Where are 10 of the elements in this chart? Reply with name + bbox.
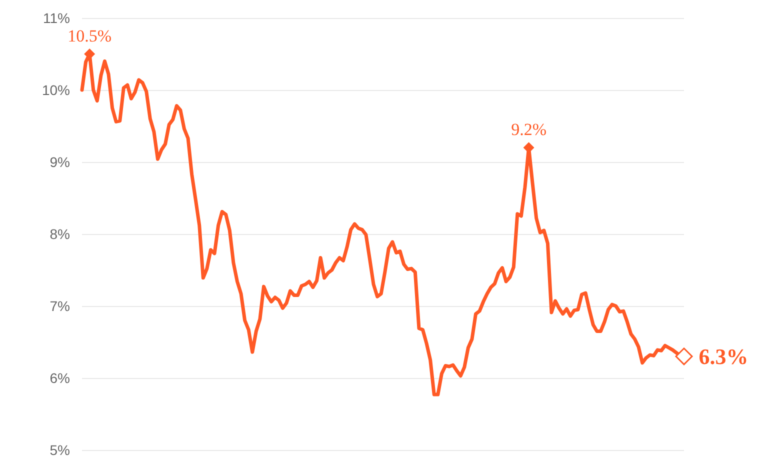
y-tick-label: 6%	[50, 370, 70, 386]
annotation: 9.2%	[511, 120, 546, 140]
y-tick-label: 5%	[50, 442, 70, 458]
text: 6.3%	[698, 344, 748, 369]
y-tick-label: 10%	[42, 82, 70, 98]
y-tick-label: 8%	[50, 226, 70, 242]
y-tick-label: 9%	[50, 154, 70, 170]
y-tick-label: 11%	[43, 10, 70, 26]
annotation: 10.5%	[68, 26, 112, 46]
y-tick-label: 7%	[50, 298, 70, 314]
